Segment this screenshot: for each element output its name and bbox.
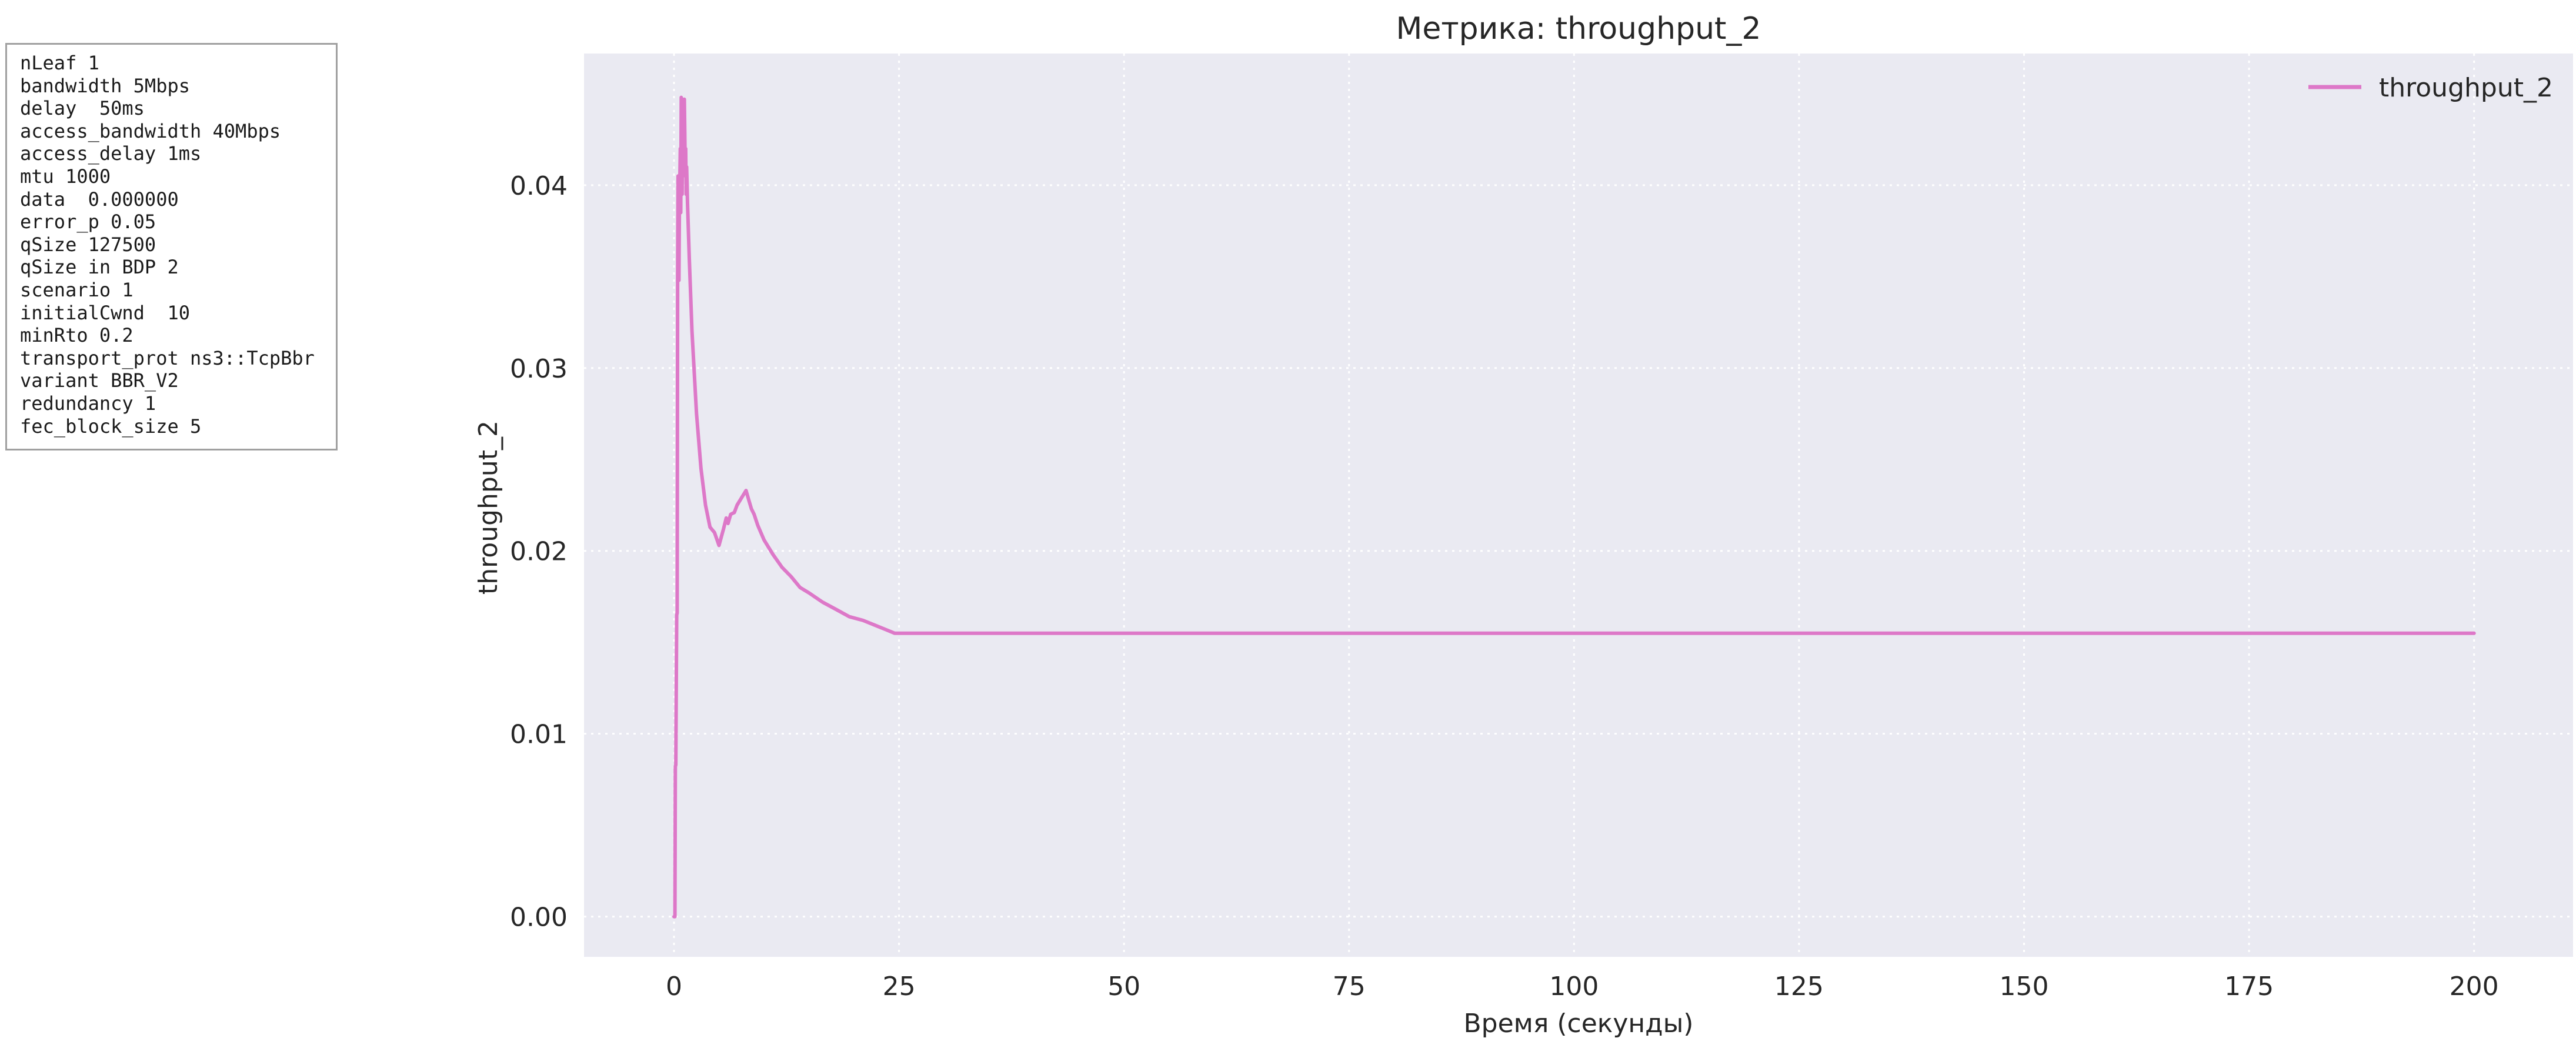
param-line: variant BBR_V2 (20, 369, 179, 392)
x-tick-label: 100 (1549, 972, 1599, 1002)
param-line: nLeaf 1 (20, 52, 99, 74)
tick-labels: 0 25 50 75 100 125 150 175 200 0.00 0.01 0.02 0.03 0.… (510, 171, 2499, 1002)
legend: throughput_2 (2308, 73, 2553, 103)
param-line: transport_prot ns3::TcpBbr (20, 346, 315, 369)
parameters-box: nLeaf 1 bandwidth 5Mbps delay 50ms access_b… (5, 43, 338, 450)
param-line: scenario 1 (20, 278, 134, 301)
x-tick-label: 75 (1333, 972, 1366, 1002)
chart-title: Метрика: throughput_2 (1396, 11, 1761, 46)
plot-area (584, 54, 2573, 957)
x-tick-label: 150 (2000, 972, 2049, 1002)
param-line: access_bandwidth 40Mbps (20, 119, 281, 142)
param-line: bandwidth 5Mbps (20, 74, 190, 97)
legend-label: throughput_2 (2379, 73, 2553, 103)
x-tick-label: 175 (2224, 972, 2274, 1002)
param-line: error_p 0.05 (20, 211, 156, 233)
param-line: qSize 127500 (20, 233, 156, 256)
y-tick-label: 0.02 (510, 537, 568, 567)
param-line: qSize in BDP 2 (20, 256, 179, 279)
y-axis-title: throughput_2 (473, 420, 503, 595)
param-line: mtu 1000 (20, 165, 111, 188)
x-tick-label: 125 (1774, 972, 1824, 1002)
series-line-throughput_2 (672, 95, 2476, 919)
param-line: data 0.000000 (20, 188, 179, 211)
param-line: minRto 0.2 (20, 324, 134, 347)
series-layer (672, 95, 2476, 919)
param-line: redundancy 1 (20, 392, 156, 415)
param-line: delay 50ms (20, 97, 145, 120)
y-tick-label: 0.03 (510, 354, 568, 384)
param-line: initialCwnd 10 (20, 301, 190, 324)
x-axis-title: Время (секунды) (1464, 1009, 1694, 1039)
param-line: fec_block_size 5 (20, 415, 202, 438)
y-tick-label: 0.00 (510, 903, 568, 933)
x-tick-label: 200 (2450, 972, 2499, 1002)
x-tick-label: 25 (883, 972, 916, 1002)
y-tick-label: 0.04 (510, 171, 568, 201)
y-tick-label: 0.01 (510, 720, 568, 750)
grid-lines (584, 54, 2573, 957)
x-tick-label: 0 (666, 972, 682, 1002)
param-line: access_delay 1ms (20, 142, 202, 165)
x-tick-label: 50 (1107, 972, 1140, 1002)
